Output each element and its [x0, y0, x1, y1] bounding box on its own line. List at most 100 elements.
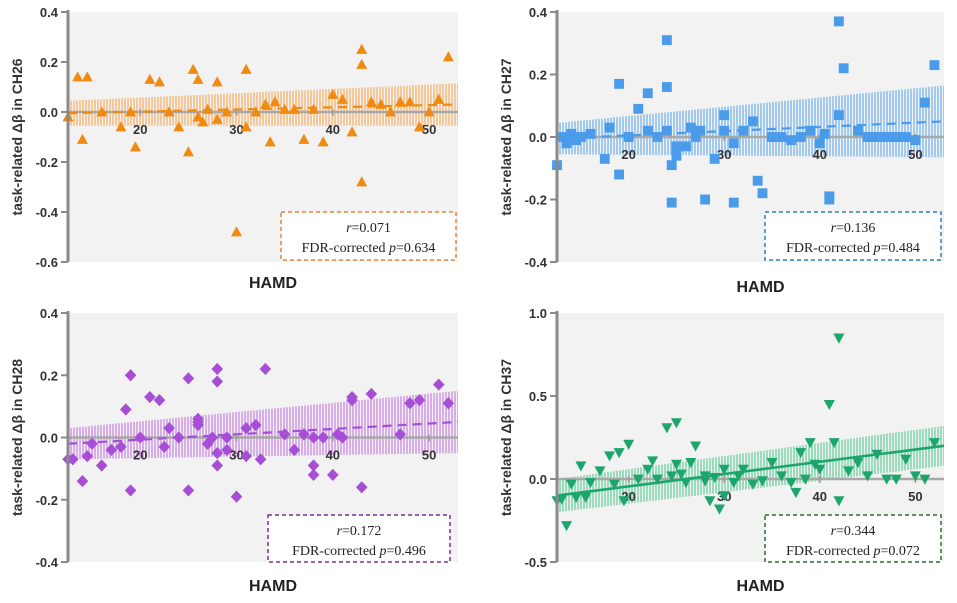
data-point [823, 399, 835, 411]
data-point [187, 63, 199, 74]
data-point [776, 132, 787, 142]
data-point [211, 375, 224, 388]
data-point [575, 461, 587, 472]
data-point [279, 103, 291, 114]
data-point [733, 471, 745, 482]
data-point [719, 110, 730, 121]
x-tick-label: 50 [908, 489, 922, 504]
data-point [240, 422, 252, 435]
data-point [561, 138, 572, 149]
data-point [594, 466, 606, 477]
y-tick-label: 0.2 [529, 68, 547, 83]
x-tick-label: 40 [326, 448, 340, 463]
data-point [307, 459, 320, 472]
data-point [365, 96, 377, 107]
data-point [211, 76, 223, 87]
data-point [604, 122, 615, 133]
data-point [747, 116, 758, 127]
y-tick-label: 0.2 [40, 368, 58, 383]
data-point [124, 484, 137, 497]
data-point [795, 448, 807, 459]
data-point [632, 474, 644, 485]
data-point [211, 362, 224, 376]
data-point [433, 93, 445, 104]
x-tick-label: 40 [813, 147, 827, 162]
data-point [642, 125, 653, 136]
data-point [614, 169, 625, 180]
data-point [623, 439, 635, 450]
data-point [182, 484, 195, 497]
x-tick-label: 30 [717, 147, 731, 162]
data-point [900, 132, 911, 142]
y-tick-label: -0.2 [525, 193, 547, 208]
data-point [814, 464, 826, 475]
data-point [346, 126, 358, 137]
x-tick-label: 30 [229, 448, 243, 463]
stats-box [280, 211, 457, 261]
data-point [172, 431, 185, 444]
data-point [250, 106, 262, 117]
data-point [211, 446, 224, 460]
data-point [346, 390, 358, 404]
data-point [647, 456, 659, 467]
data-point [95, 459, 108, 472]
data-point [752, 175, 763, 186]
data-point [230, 490, 243, 503]
data-point [413, 121, 425, 132]
data-point [661, 423, 673, 434]
y-tick-label: -0.4 [36, 555, 59, 570]
data-point [871, 449, 883, 460]
data-point [288, 103, 300, 114]
data-point [719, 125, 730, 136]
y-tick-label: 0.0 [40, 105, 58, 120]
data-point [623, 132, 634, 142]
data-point [192, 111, 204, 122]
data-point [356, 43, 368, 54]
data-point [790, 487, 802, 499]
data-point [240, 121, 252, 132]
stats-box [764, 211, 942, 261]
data-point [704, 496, 716, 507]
data-point [404, 397, 416, 410]
data-point [86, 437, 98, 450]
data-point [833, 333, 845, 344]
data-point [919, 97, 930, 108]
data-point [327, 468, 339, 481]
data-point [173, 121, 185, 132]
y-tick-label: -0.4 [36, 205, 59, 220]
data-point [375, 98, 387, 109]
data-point [633, 103, 644, 114]
data-points [62, 43, 454, 237]
data-point [76, 474, 89, 488]
data-point [115, 440, 127, 453]
data-point [728, 138, 739, 149]
data-point [757, 188, 768, 199]
r-value: r=0.136 [831, 221, 876, 236]
data-points [62, 362, 455, 503]
data-point [728, 477, 740, 489]
data-point [709, 153, 720, 164]
y-tick-label: 0.0 [40, 431, 58, 446]
data-point [365, 387, 378, 401]
data-point [580, 492, 592, 504]
x-axis-label: HAMD [249, 275, 297, 292]
data-point [385, 106, 397, 117]
data-point [259, 362, 272, 376]
data-point [432, 378, 445, 391]
data-point [738, 125, 749, 136]
data-point [192, 418, 204, 432]
data-point [929, 60, 940, 71]
data-point [423, 106, 435, 117]
data-point [192, 412, 204, 425]
x-tick-label: 30 [229, 122, 243, 137]
data-point [206, 431, 219, 444]
data-point [211, 459, 224, 472]
data-point [909, 471, 921, 482]
data-point [919, 474, 931, 485]
data-point [910, 135, 921, 146]
data-point [766, 458, 778, 469]
data-point [561, 521, 573, 532]
data-point [81, 71, 93, 82]
data-point [144, 390, 156, 404]
data-point [124, 369, 137, 382]
